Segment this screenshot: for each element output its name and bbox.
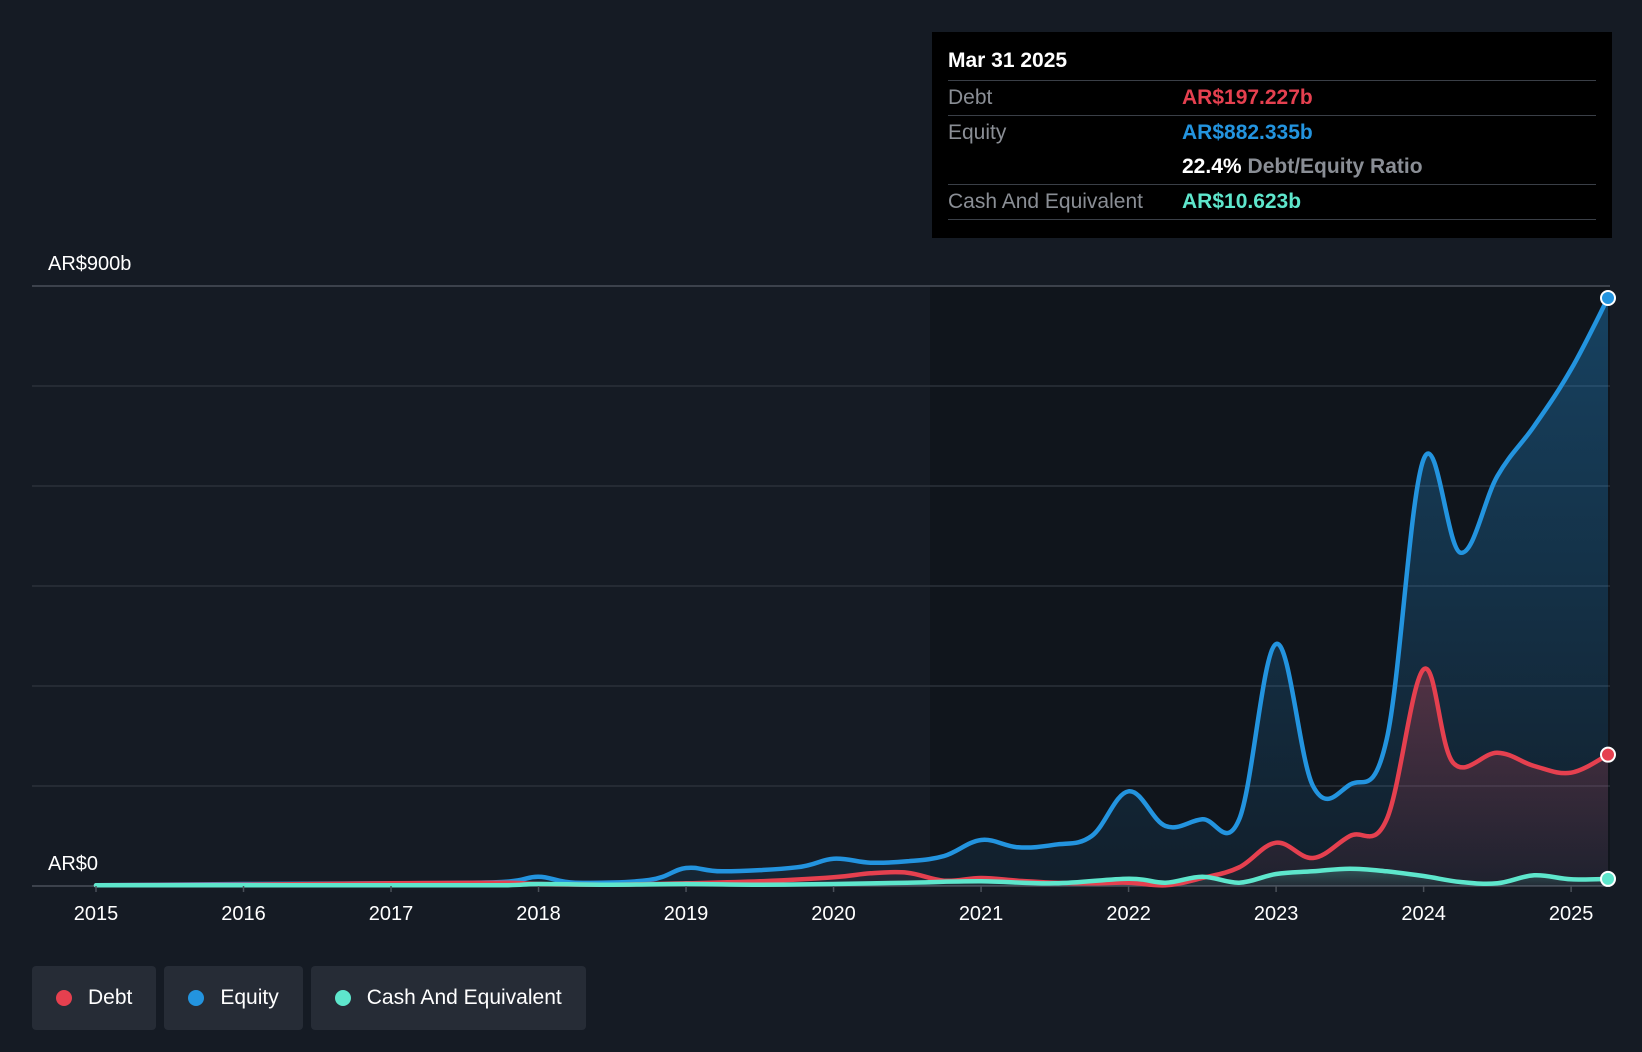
equity-dot-icon — [188, 990, 205, 1006]
x-tick-label: 2019 — [664, 903, 709, 925]
cash-area — [96, 868, 1608, 886]
y-axis-top-label: AR$900b — [48, 253, 131, 275]
x-tick-label: 2018 — [516, 903, 561, 925]
legend-debt-label: Debt — [88, 986, 133, 1009]
tooltip-cash-label: Cash And Equivalent — [948, 190, 1143, 213]
legend-item-equity[interactable]: Equity — [164, 966, 303, 1030]
x-tick-label: 2024 — [1401, 903, 1446, 925]
cash-endpoint[interactable] — [1600, 870, 1616, 887]
legend-equity-label: Equity — [220, 986, 279, 1009]
debt-endpoint[interactable] — [1600, 746, 1616, 763]
cash-line — [93, 866, 1611, 888]
tooltip-cash-row: Cash And Equivalent AR$10.623b — [948, 184, 1596, 220]
tooltip-ratio-row: 22.4% Debt/Equity Ratio — [948, 150, 1596, 184]
tooltip-date: Mar 31 2025 — [948, 49, 1068, 72]
x-tick-label: 2023 — [1254, 903, 1299, 925]
series-areas — [96, 298, 1608, 886]
tooltip-ratio-value: 22.4% — [1182, 155, 1242, 178]
x-tick-label: 2025 — [1549, 903, 1594, 925]
tooltip-debt-value: AR$197.227b — [1182, 86, 1313, 109]
y-axis-bottom-label: AR$0 — [48, 853, 98, 875]
x-tick-label: 2016 — [221, 903, 266, 925]
x-tick-label: 2015 — [74, 903, 119, 925]
tooltip-equity-label: Equity — [948, 121, 1007, 144]
equity-line — [93, 295, 1611, 888]
debt-dot-icon — [56, 990, 72, 1006]
equity-endpoint[interactable] — [1600, 290, 1616, 306]
x-tick-label: 2020 — [811, 903, 856, 925]
legend-item-debt[interactable]: Debt — [32, 966, 157, 1030]
series-endpoints — [1600, 290, 1616, 887]
tooltip-debt-label: Debt — [948, 86, 993, 109]
x-axis-ticks: 2015 2016 2017 2018 2019 2020 2021 2022 2023 2024… — [74, 886, 1594, 925]
tooltip-equity-value: AR$882.335b — [1182, 121, 1313, 144]
legend-cash-label: Cash And Equivalent — [366, 986, 562, 1009]
legend: Debt Equity Cash And Equivalent — [32, 966, 586, 1030]
series-lines — [93, 295, 1611, 888]
tooltip-cash-value: AR$10.623b — [1182, 190, 1302, 213]
tooltip: Mar 31 2025 Debt AR$197.227b Equity AR$8… — [932, 32, 1612, 238]
tooltip-debt-row: Debt AR$197.227b — [948, 80, 1596, 115]
legend-item-cash[interactable]: Cash And Equivalent — [310, 966, 586, 1030]
tooltip-ratio-label: Debt/Equity Ratio — [1247, 155, 1423, 178]
tooltip-equity-row: Equity AR$882.335b — [948, 115, 1596, 150]
x-tick-label: 2021 — [959, 903, 1004, 925]
cash-dot-icon — [334, 990, 351, 1006]
x-tick-label: 2017 — [369, 903, 414, 925]
debt-area — [96, 668, 1608, 886]
x-tick-label: 2022 — [1106, 903, 1151, 925]
